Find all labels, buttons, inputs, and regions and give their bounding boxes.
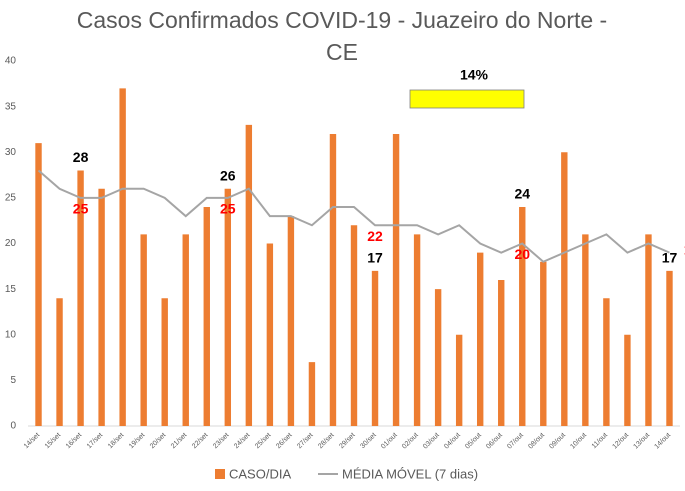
bar: [98, 188, 105, 426]
x-tick-label: 17/set: [86, 432, 104, 450]
data-label: 20: [514, 246, 530, 262]
data-label: 25: [220, 201, 236, 217]
x-tick-label: 12/out: [611, 432, 630, 451]
data-label: 26: [220, 167, 236, 183]
legend-swatch: [215, 469, 225, 479]
bar: [645, 234, 652, 426]
y-tick-label: 0: [10, 421, 16, 432]
bar: [308, 362, 316, 426]
x-tick-label: 22/set: [191, 432, 209, 450]
bar: [35, 143, 42, 426]
x-tick-label: 10/out: [569, 432, 588, 451]
x-tick-label: 24/set: [233, 432, 251, 450]
x-tick-label: 29/set: [338, 432, 356, 450]
x-tick-label: 04/out: [443, 432, 462, 451]
x-tick-label: 03/out: [422, 432, 441, 451]
bar: [329, 134, 337, 426]
x-tick-label: 26/set: [275, 432, 293, 450]
moving-average-line: [37, 169, 670, 263]
bar: [582, 234, 589, 426]
x-tick-label: 01/out: [380, 432, 399, 451]
bar: [455, 334, 463, 426]
x-tick-label: 06/out: [485, 432, 504, 451]
x-tick-label: 16/set: [65, 432, 83, 450]
x-tick-label: 15/set: [44, 432, 62, 450]
bar: [140, 234, 147, 426]
bar: [498, 280, 505, 426]
data-label: 17: [662, 250, 678, 266]
x-tick-label: 20/set: [149, 432, 167, 450]
data-label: 22: [367, 228, 383, 244]
legend-label: CASO/DIA: [229, 466, 291, 481]
x-tick-label: 14/out: [653, 432, 672, 451]
bar: [434, 289, 442, 426]
legend-label: MÉDIA MÓVEL (7 dias): [342, 466, 478, 481]
x-tick-label: 07/out: [506, 432, 525, 451]
x-tick-label: 21/set: [170, 432, 188, 450]
bar: [561, 152, 568, 426]
bar: [666, 270, 673, 426]
bar: [603, 298, 610, 426]
x-tick-label: 14/set: [23, 432, 41, 450]
y-tick-label: 30: [5, 147, 17, 158]
y-tick-label: 20: [5, 238, 17, 249]
x-tick-label: 13/out: [632, 432, 651, 451]
bar: [161, 298, 168, 426]
bar: [519, 207, 526, 426]
y-tick-label: 10: [5, 329, 17, 340]
bar: [203, 207, 210, 426]
chart-title: Casos Confirmados COVID-19 - Juazeiro do…: [76, 7, 608, 65]
y-tick-label: 5: [10, 375, 16, 386]
x-tick-label: 30/set: [359, 432, 377, 450]
bar: [413, 234, 421, 426]
x-tick-label: 18/set: [107, 432, 125, 450]
x-tick-label: 02/out: [401, 432, 420, 451]
data-label: 19: [684, 241, 685, 257]
bar: [119, 88, 126, 426]
x-tick-label: 11/out: [591, 432, 609, 450]
x-tick-label: 09/out: [548, 432, 567, 451]
x-tick-label: 23/set: [212, 432, 230, 450]
y-tick-label: 25: [5, 193, 17, 204]
bar: [540, 261, 547, 426]
bar: [350, 225, 358, 426]
bar: [392, 134, 400, 426]
x-tick-label: 08/out: [527, 432, 546, 451]
annotation-text: 14%: [460, 67, 489, 83]
bar: [624, 334, 631, 426]
bar: [182, 234, 189, 426]
annotation-box: [409, 89, 525, 109]
bar: [476, 252, 484, 426]
data-label: 28: [73, 149, 89, 165]
data-label: 24: [514, 186, 530, 202]
bar: [56, 298, 63, 426]
x-tick-label: 05/out: [464, 432, 483, 451]
data-label: 17: [367, 250, 383, 266]
bar: [245, 124, 253, 426]
x-tick-label: 25/set: [254, 432, 272, 450]
x-tick-label: 27/set: [296, 432, 314, 450]
data-label: 25: [73, 201, 89, 217]
y-tick-label: 15: [5, 284, 17, 295]
bar: [371, 270, 379, 426]
bar: [266, 243, 274, 426]
y-tick-label: 35: [5, 101, 17, 112]
x-tick-label: 19/set: [128, 432, 146, 450]
bar: [224, 188, 232, 426]
bar: [77, 170, 84, 426]
bar: [287, 216, 295, 426]
y-tick-label: 40: [5, 56, 17, 67]
x-tick-label: 28/set: [317, 432, 335, 450]
